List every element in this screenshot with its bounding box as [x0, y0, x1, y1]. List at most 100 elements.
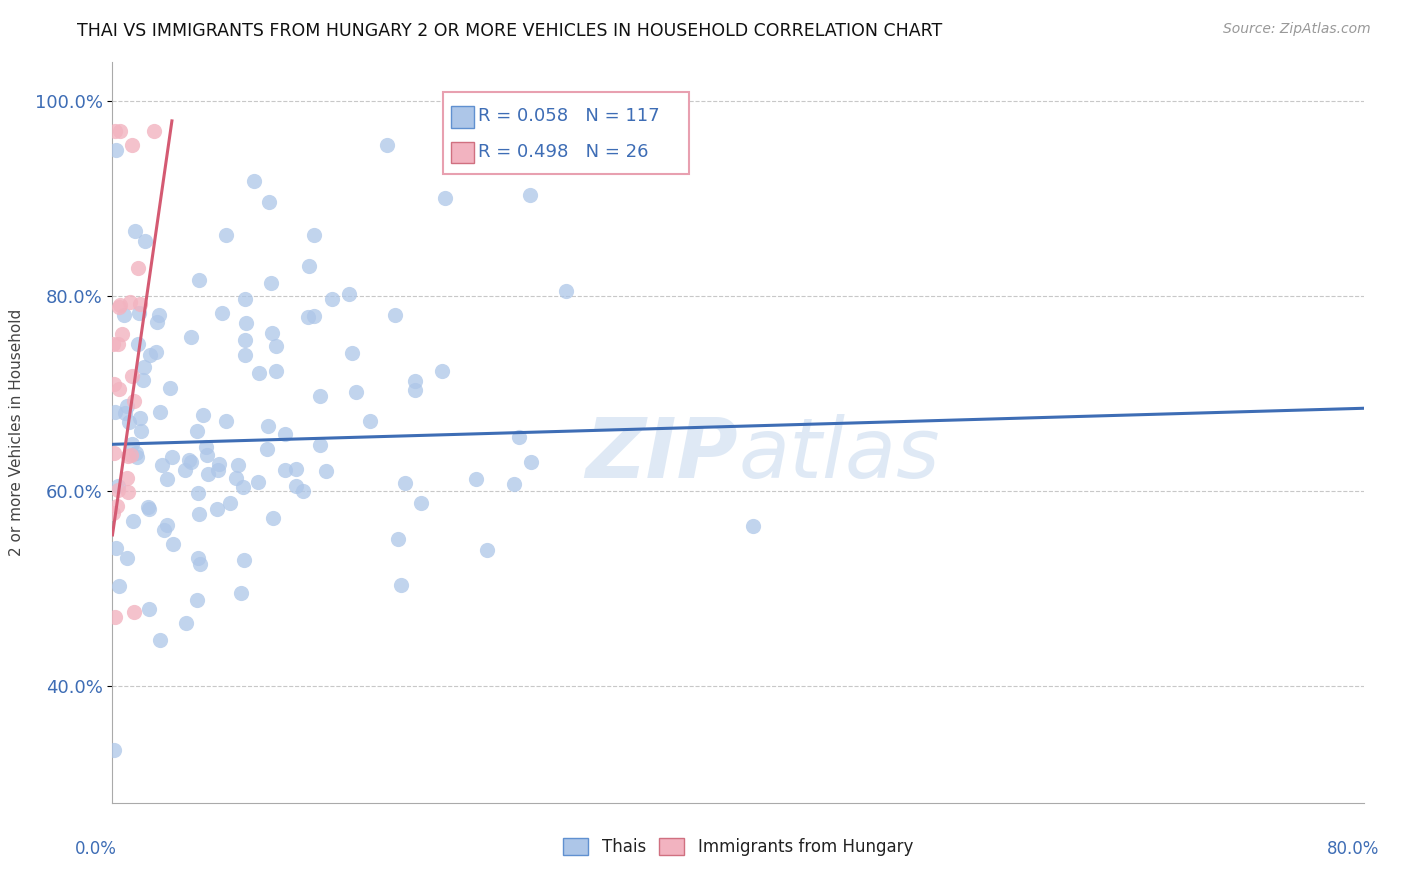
Point [262, 511, 284, 525]
Point [127, 261, 149, 276]
Point [430, 364, 453, 378]
Point [235, 317, 257, 331]
Point [247, 475, 270, 489]
Point [121, 137, 143, 152]
Text: atlas: atlas [738, 414, 939, 495]
Point [174, 615, 197, 630]
Point [148, 308, 170, 322]
Point [475, 542, 498, 557]
Point [132, 374, 155, 388]
Point [233, 292, 256, 306]
Point [554, 284, 576, 298]
Point [207, 463, 229, 477]
Point [274, 463, 297, 477]
Point [107, 483, 129, 497]
Point [103, 376, 125, 391]
Point [159, 381, 181, 395]
Point [103, 337, 125, 351]
Point [180, 329, 202, 343]
Point [120, 449, 142, 463]
Point [118, 416, 141, 430]
Point [125, 446, 148, 460]
Point [152, 523, 174, 537]
Point [243, 174, 266, 188]
Point [233, 553, 256, 567]
Point [104, 143, 127, 157]
Point [208, 458, 231, 472]
Point [104, 123, 127, 137]
Point [344, 385, 367, 400]
Point [194, 440, 217, 454]
Point [340, 346, 363, 360]
Point [107, 499, 129, 513]
Point [207, 502, 229, 516]
Point [127, 336, 149, 351]
Point [226, 458, 249, 472]
Point [115, 550, 138, 565]
Point [117, 484, 139, 499]
Point [121, 514, 143, 528]
Point [404, 374, 426, 388]
Point [160, 450, 183, 465]
Text: Source: ZipAtlas.com: Source: ZipAtlas.com [1223, 22, 1371, 37]
Point [215, 414, 238, 428]
Point [145, 345, 167, 359]
Point [519, 454, 541, 468]
Point [186, 592, 208, 607]
Text: THAI VS IMMIGRANTS FROM HUNGARY 2 OR MORE VEHICLES IN HOUSEHOLD CORRELATION CHAR: THAI VS IMMIGRANTS FROM HUNGARY 2 OR MOR… [77, 22, 942, 40]
Point [195, 448, 218, 462]
Point [298, 259, 321, 273]
Point [108, 300, 131, 314]
Point [433, 191, 456, 205]
Point [211, 306, 233, 320]
Text: 80.0%: 80.0% [1326, 840, 1379, 858]
Point [111, 327, 134, 342]
Text: R = 0.058   N = 117: R = 0.058 N = 117 [478, 107, 659, 125]
Point [309, 389, 332, 403]
Point [315, 464, 337, 478]
Point [150, 458, 173, 473]
Point [233, 347, 256, 361]
Point [187, 551, 209, 566]
Point [174, 463, 197, 477]
Point [138, 602, 160, 616]
Point [337, 286, 360, 301]
Point [387, 533, 409, 547]
Point [215, 228, 238, 243]
Point [104, 610, 127, 624]
Point [264, 364, 287, 378]
Point [117, 449, 139, 463]
Point [179, 453, 201, 467]
Point [384, 308, 406, 322]
Point [274, 427, 297, 442]
Text: 0.0%: 0.0% [75, 840, 117, 858]
Point [225, 471, 247, 485]
Point [121, 368, 143, 383]
Point [128, 411, 150, 425]
Point [186, 425, 208, 439]
Point [219, 495, 242, 509]
Point [257, 195, 280, 210]
Point [359, 414, 381, 428]
Point [134, 360, 156, 375]
Point [162, 537, 184, 551]
Point [128, 306, 150, 320]
Point [259, 276, 281, 290]
Point [187, 508, 209, 522]
Point [302, 310, 325, 324]
Point [108, 382, 131, 396]
Point [519, 188, 541, 202]
Point [321, 292, 343, 306]
Point [156, 472, 179, 486]
Point [302, 228, 325, 243]
Point [103, 445, 125, 459]
Point [136, 500, 159, 514]
Point [124, 223, 146, 237]
Point [297, 310, 319, 325]
Point [508, 430, 530, 444]
Point [197, 467, 219, 482]
Y-axis label: 2 or more Vehicles in Household: 2 or more Vehicles in Household [8, 309, 24, 557]
Point [149, 405, 172, 419]
Point [193, 408, 215, 422]
Point [129, 424, 152, 438]
